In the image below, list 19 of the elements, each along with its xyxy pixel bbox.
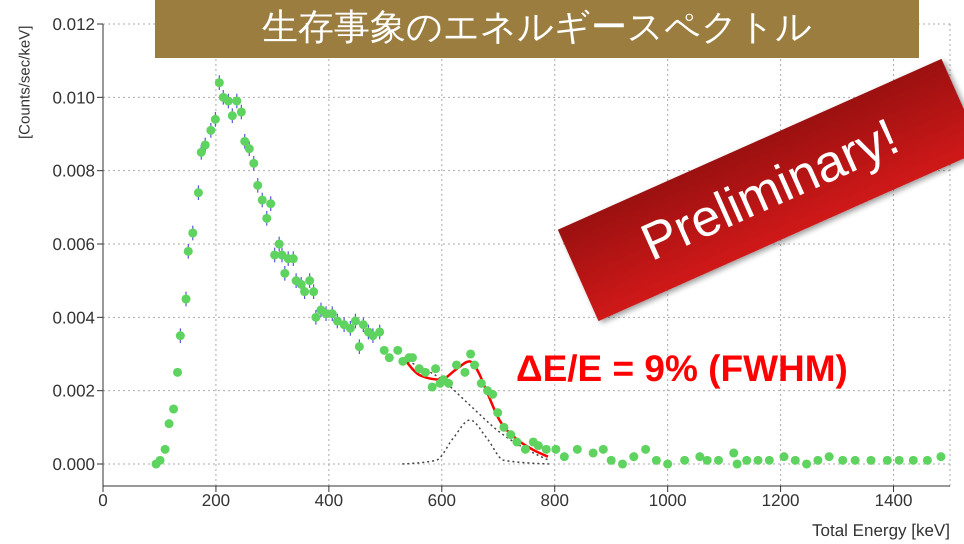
x-axis-title: Total Energy [keV] bbox=[812, 521, 950, 540]
y-tick-label: 0.010 bbox=[52, 88, 95, 108]
y-tick-label: 0.000 bbox=[52, 455, 95, 474]
annotation: ΔE/E = 9% (FWHM) bbox=[516, 348, 848, 390]
y-tick-label: 0.004 bbox=[52, 308, 95, 328]
x-tick-label: 1400 bbox=[874, 491, 912, 510]
y-tick-label: 0.002 bbox=[52, 382, 95, 401]
x-tick-label: 600 bbox=[428, 491, 456, 510]
x-tick-label: 1200 bbox=[762, 491, 800, 510]
y-tick-label: 0.008 bbox=[52, 162, 95, 181]
x-tick-label: 200 bbox=[202, 491, 230, 510]
x-tick-label: 1000 bbox=[648, 491, 687, 510]
y-tick-label: 0.012 bbox=[52, 15, 95, 34]
y-axis-title: [Counts/sec/keV] bbox=[16, 26, 34, 139]
x-tick-label: 0 bbox=[98, 491, 108, 510]
x-tick-label: 800 bbox=[540, 491, 569, 510]
x-tick-label: 400 bbox=[314, 491, 344, 510]
line-series bbox=[402, 419, 550, 465]
y-tick-label: 0.006 bbox=[52, 235, 95, 254]
